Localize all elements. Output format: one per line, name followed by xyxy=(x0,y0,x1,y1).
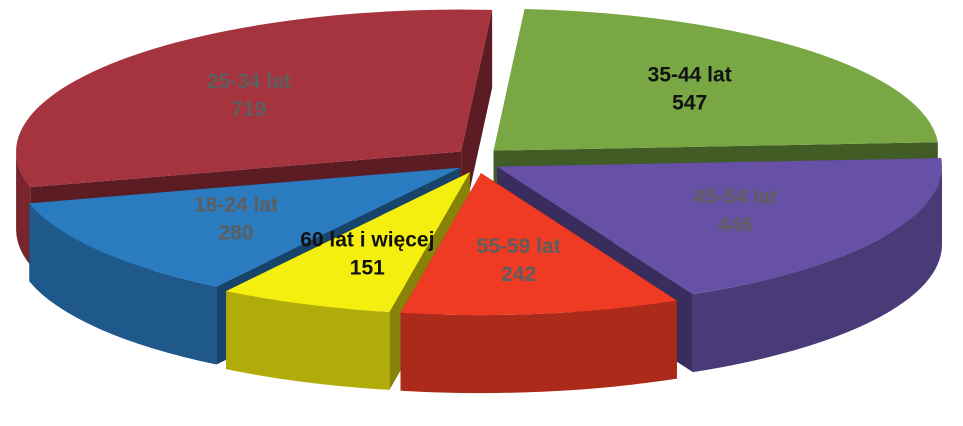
slice-side xyxy=(29,203,217,365)
slice-side xyxy=(16,151,31,266)
slice-value: 242 xyxy=(501,263,536,286)
slice xyxy=(400,173,677,394)
slice-value: 446 xyxy=(718,214,753,237)
slice-top xyxy=(29,167,461,287)
slice-label: 55-59 lat xyxy=(477,235,561,258)
slice xyxy=(226,172,470,390)
slice-value: 280 xyxy=(218,222,253,245)
slice-top xyxy=(16,9,493,188)
slice-label: 45-54 lat xyxy=(693,186,777,209)
slice-top xyxy=(497,158,943,295)
slice-side xyxy=(400,300,677,394)
slice-label: 60 lat i więcej xyxy=(300,229,434,252)
slice-top xyxy=(493,9,938,151)
slice-label: 25-34 lat xyxy=(207,70,291,93)
slice-value: 547 xyxy=(672,91,707,114)
slice-top xyxy=(400,173,677,316)
slice-top xyxy=(226,172,470,312)
slice-value: 151 xyxy=(350,257,385,280)
slice-label: 35-44 lat xyxy=(648,63,732,86)
slice-value: 719 xyxy=(231,98,266,121)
slice-side xyxy=(692,166,943,373)
slice-side xyxy=(226,291,390,390)
slice-label: 18-24 lat xyxy=(194,194,278,217)
